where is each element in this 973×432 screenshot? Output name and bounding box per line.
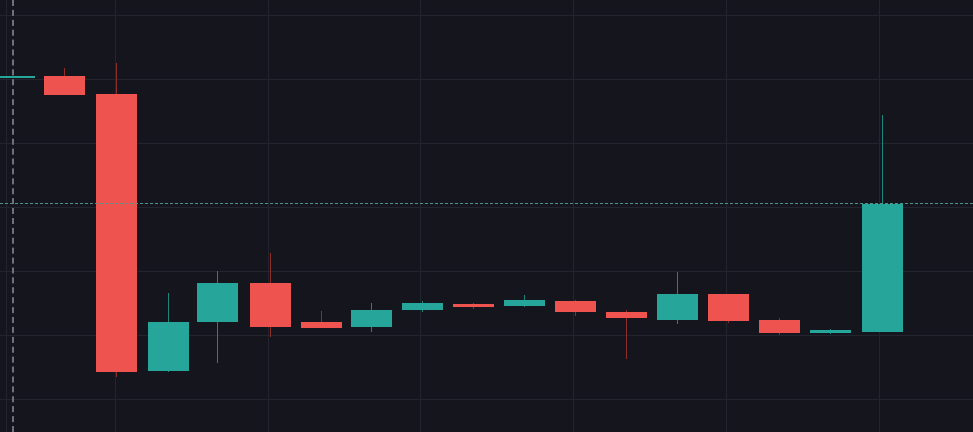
candle-body	[402, 303, 443, 310]
candle-body	[555, 301, 596, 312]
candle-10-bullish[interactable]	[504, 0, 545, 432]
candle-9-bearish[interactable]	[453, 0, 494, 432]
candle-body	[351, 310, 392, 327]
crosshair-vertical	[12, 0, 14, 432]
gridline-vertical-2	[268, 0, 269, 432]
candle-14-bearish[interactable]	[708, 0, 749, 432]
candle-body	[657, 294, 698, 320]
price-line	[0, 76, 35, 78]
candle-8-bullish[interactable]	[402, 0, 443, 432]
candle-1-bearish[interactable]	[44, 0, 85, 432]
candle-7-bullish[interactable]	[351, 0, 392, 432]
candle-body	[148, 322, 189, 371]
candle-5-bearish[interactable]	[250, 0, 291, 432]
candle-body	[810, 330, 851, 333]
candle-body	[862, 204, 903, 332]
candle-body	[96, 94, 137, 372]
candle-body	[301, 322, 342, 328]
gridline-horizontal-4	[0, 271, 973, 272]
gridline-horizontal-3	[0, 207, 973, 208]
gridline-horizontal-1	[0, 79, 973, 80]
candle-12-bearish[interactable]	[606, 0, 647, 432]
candle-3-bullish[interactable]	[148, 0, 189, 432]
candle-6-bearish[interactable]	[301, 0, 342, 432]
gridline-vertical-5	[726, 0, 727, 432]
candle-body	[504, 300, 545, 306]
candle-13-bullish[interactable]	[657, 0, 698, 432]
gridline-horizontal-2	[0, 143, 973, 144]
candle-wick	[625, 310, 628, 359]
candle-body	[759, 320, 800, 333]
candle-15-bearish[interactable]	[759, 0, 800, 432]
gridline-vertical-3	[420, 0, 421, 432]
gridline-vertical-0	[6, 0, 7, 432]
candle-body	[44, 76, 85, 95]
gridline-horizontal-6	[0, 399, 973, 400]
gridline-horizontal-5	[0, 335, 973, 336]
candle-body	[606, 312, 647, 318]
gridline-vertical-4	[573, 0, 574, 432]
candle-16-bullish[interactable]	[810, 0, 851, 432]
candle-body	[708, 294, 749, 321]
candle-11-bearish[interactable]	[555, 0, 596, 432]
candle-body	[453, 304, 494, 307]
candle-4-bullish[interactable]	[197, 0, 238, 432]
candle-wick	[320, 311, 323, 328]
gridline-horizontal-0	[0, 15, 973, 16]
candle-body	[250, 283, 291, 327]
candle-17-bullish[interactable]	[862, 0, 903, 432]
crosshair-horizontal	[0, 203, 973, 204]
candle-2-bearish[interactable]	[96, 0, 137, 432]
candle-body	[197, 283, 238, 322]
